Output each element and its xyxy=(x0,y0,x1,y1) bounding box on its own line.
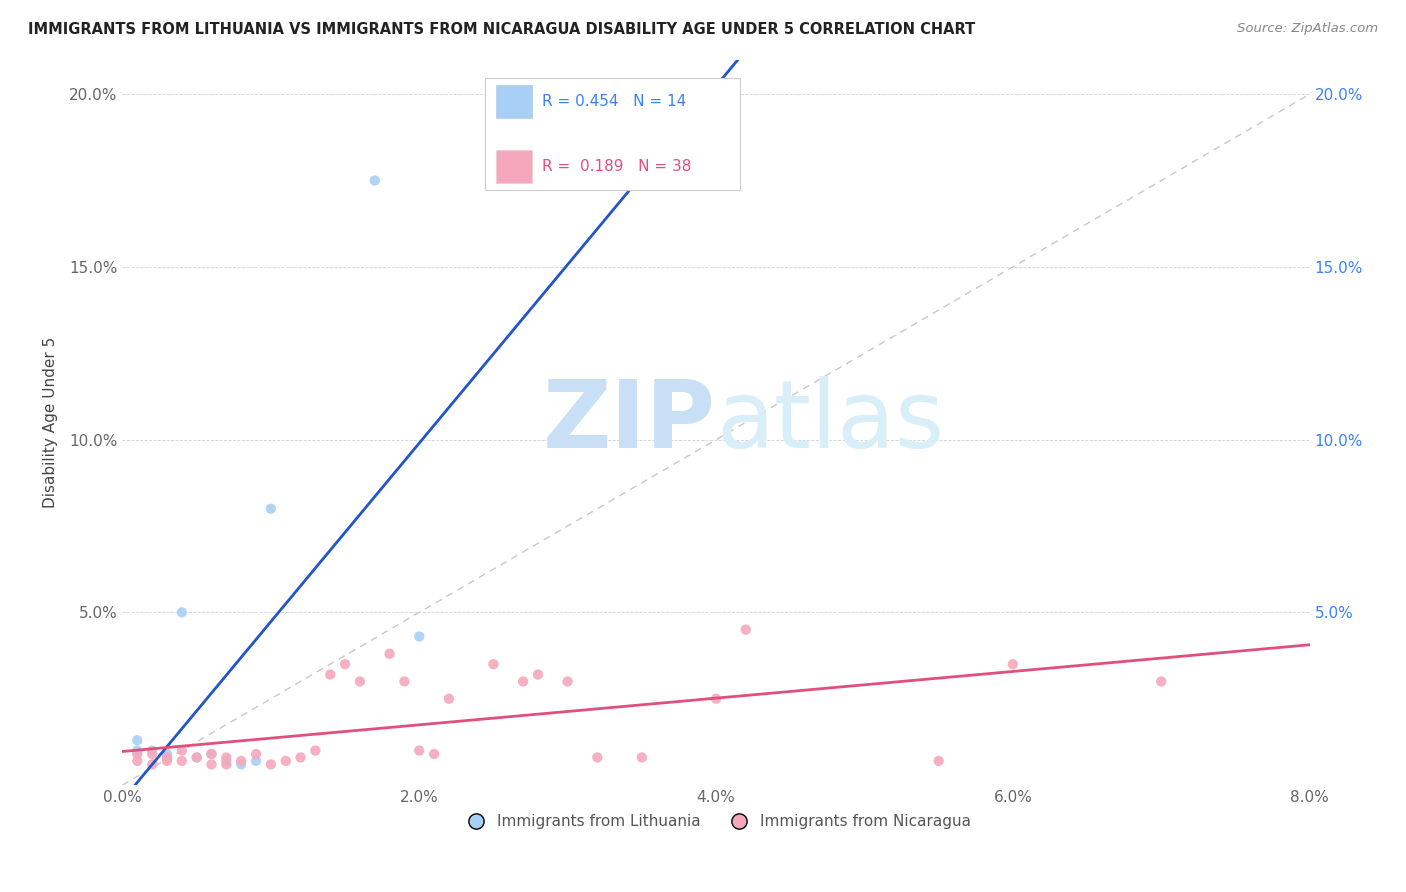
Point xyxy=(215,750,238,764)
Point xyxy=(333,657,356,672)
Point xyxy=(186,750,208,764)
Point xyxy=(557,674,579,689)
Point xyxy=(704,691,727,706)
Text: R = 0.454   N = 14: R = 0.454 N = 14 xyxy=(541,94,686,109)
Legend: Immigrants from Lithuania, Immigrants from Nicaragua: Immigrants from Lithuania, Immigrants fr… xyxy=(454,808,977,836)
Point xyxy=(319,667,342,681)
Point xyxy=(170,754,193,768)
Point xyxy=(127,733,149,747)
Point xyxy=(245,747,267,761)
Point xyxy=(200,747,222,761)
Point xyxy=(186,750,208,764)
Bar xyxy=(496,85,531,118)
Point xyxy=(156,750,179,764)
Point xyxy=(274,754,297,768)
Point xyxy=(260,757,283,772)
Point xyxy=(304,743,326,757)
Text: R =  0.189   N = 38: R = 0.189 N = 38 xyxy=(541,159,690,174)
Point xyxy=(156,750,179,764)
Point xyxy=(394,674,416,689)
Point xyxy=(215,757,238,772)
Point xyxy=(586,750,609,764)
Point xyxy=(408,743,430,757)
Point xyxy=(1150,674,1173,689)
Y-axis label: Disability Age Under 5: Disability Age Under 5 xyxy=(44,336,58,508)
Text: IMMIGRANTS FROM LITHUANIA VS IMMIGRANTS FROM NICARAGUA DISABILITY AGE UNDER 5 CO: IMMIGRANTS FROM LITHUANIA VS IMMIGRANTS … xyxy=(28,22,976,37)
Point xyxy=(928,754,950,768)
Point xyxy=(127,743,149,757)
Point xyxy=(156,754,179,768)
Point xyxy=(231,757,253,772)
Point xyxy=(631,750,654,764)
Point xyxy=(378,647,401,661)
FancyBboxPatch shape xyxy=(485,78,740,190)
Bar xyxy=(496,150,531,183)
Point xyxy=(482,657,505,672)
Point xyxy=(408,630,430,644)
Point xyxy=(423,747,446,761)
Point xyxy=(512,674,534,689)
Point xyxy=(734,623,756,637)
Point xyxy=(156,747,179,761)
Point xyxy=(290,750,312,764)
Point xyxy=(141,743,163,757)
Point xyxy=(231,754,253,768)
Point xyxy=(349,674,371,689)
Point xyxy=(127,747,149,761)
Point xyxy=(437,691,460,706)
Text: Source: ZipAtlas.com: Source: ZipAtlas.com xyxy=(1237,22,1378,36)
Point xyxy=(1001,657,1024,672)
Point xyxy=(364,173,387,187)
Point xyxy=(245,754,267,768)
Point xyxy=(200,757,222,772)
Point xyxy=(141,747,163,761)
Point xyxy=(127,754,149,768)
Point xyxy=(260,501,283,516)
Point xyxy=(527,667,550,681)
Point xyxy=(170,605,193,619)
Point xyxy=(170,743,193,757)
Text: atlas: atlas xyxy=(716,376,945,468)
Point xyxy=(141,757,163,772)
Point xyxy=(200,747,222,761)
Point xyxy=(215,754,238,768)
Text: ZIP: ZIP xyxy=(543,376,716,468)
